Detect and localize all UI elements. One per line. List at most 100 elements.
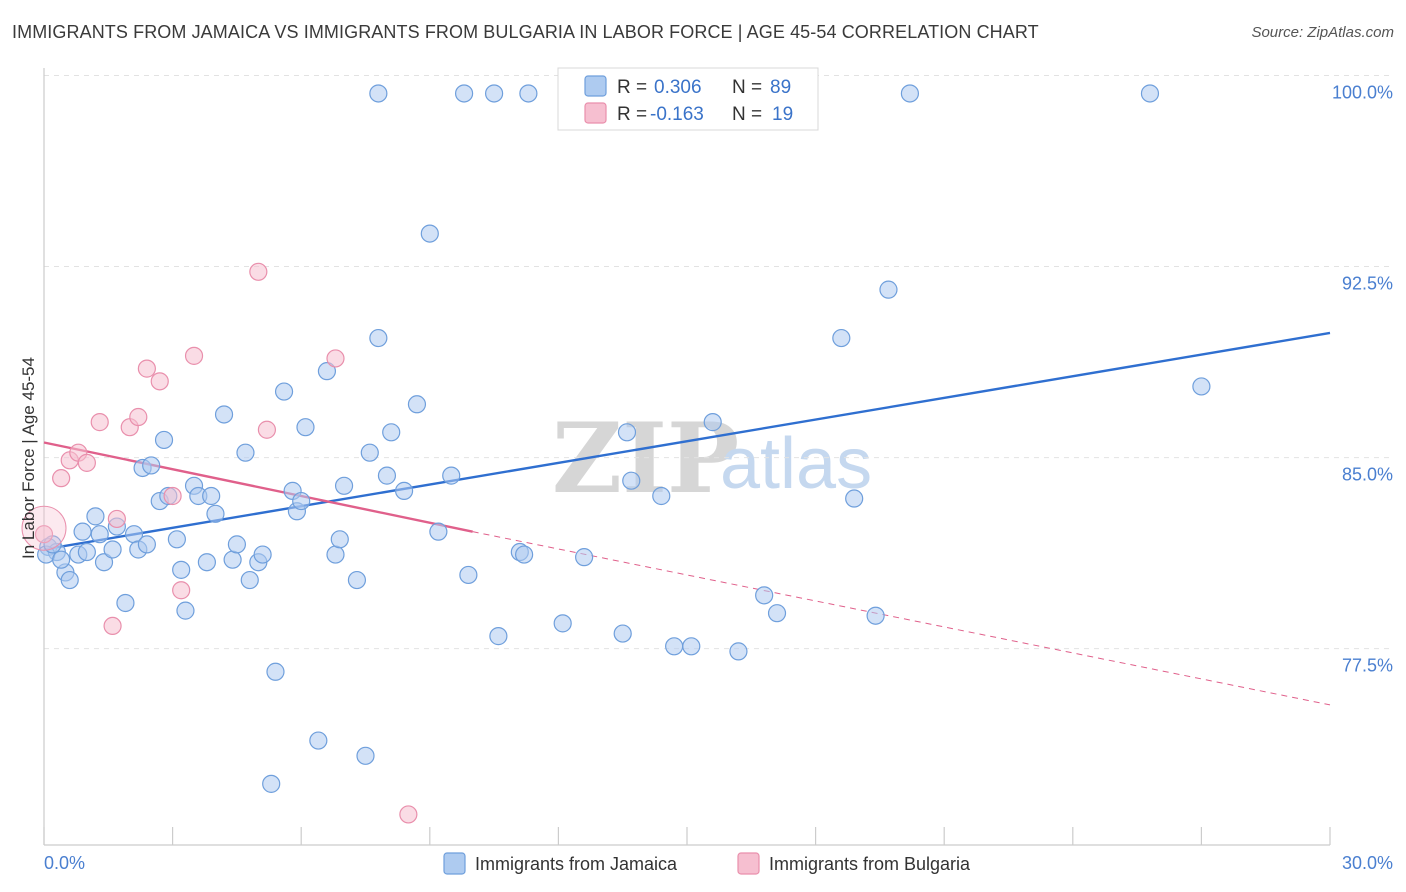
jamaica-point-38 <box>292 491 311 511</box>
jamaica-point-50 <box>382 423 401 442</box>
jamaica-point-30 <box>236 443 255 462</box>
jamaica-point-3 <box>60 570 79 590</box>
jamaica-point-56 <box>459 565 478 585</box>
bulgaria-point-12 <box>163 486 182 506</box>
gridlines <box>44 74 1393 650</box>
legend-r-label-jamaica: R = <box>617 77 647 98</box>
jamaica-point-68 <box>703 413 722 432</box>
jamaica-point-14 <box>137 535 156 554</box>
bulgaria-point-16 <box>257 420 277 439</box>
jamaica-point-6 <box>86 507 105 526</box>
stats-legend: R = 0.306 N = 89 R = -0.163 N = 19 <box>557 67 819 131</box>
y-tick-label-0: 100.0% <box>1332 82 1393 102</box>
jamaica-point-67 <box>682 637 701 656</box>
jamaica-point-53 <box>420 224 439 243</box>
y-tick-label-1: 92.5% <box>1342 274 1393 294</box>
jamaica-point-86 <box>52 550 71 569</box>
jamaica-point-78 <box>369 84 388 103</box>
bulgaria-point-18 <box>399 805 418 824</box>
jamaica-point-75 <box>879 280 898 299</box>
jamaica-point-66 <box>665 637 684 656</box>
jamaica-point-83 <box>1140 84 1160 103</box>
legend-swatch-bulgaria <box>584 102 607 124</box>
jamaica-point-52 <box>407 395 427 414</box>
jamaica-point-25 <box>202 486 221 506</box>
watermark-atlas: atlas <box>720 424 872 504</box>
jamaica-point-34 <box>266 662 285 681</box>
jamaica-point-19 <box>167 530 186 549</box>
y-tick-label-3: 77.5% <box>1342 656 1393 676</box>
bulgaria-point-11 <box>150 372 169 391</box>
jamaica-point-88 <box>90 525 109 544</box>
y-axis-title: In Labor Force | Age 45-54 <box>19 357 38 559</box>
legend-r-value-jamaica: 0.306 <box>654 77 702 98</box>
jamaica-point-45 <box>347 570 367 590</box>
jamaica-trend-line-0 <box>43 331 1331 551</box>
legend-n-label-jamaica: N = <box>732 77 762 98</box>
jamaica-point-44 <box>334 476 354 495</box>
bulgaria-point-9 <box>129 407 148 427</box>
jamaica-point-35 <box>274 382 294 401</box>
jamaica-point-46 <box>356 746 375 765</box>
jamaica-point-40 <box>309 731 328 750</box>
y-tick-labels: 100.0% 92.5% 85.0% 77.5% <box>1332 82 1393 675</box>
bottom-legend-label-bulgaria: Immigrants from Bulgaria <box>769 854 971 874</box>
jamaica-point-87 <box>77 542 96 562</box>
bottom-legend-swatch-jamaica <box>443 852 466 875</box>
jamaica-point-64 <box>622 471 641 490</box>
jamaica-point-8 <box>103 540 122 559</box>
jamaica-point-61 <box>575 548 594 567</box>
jamaica-point-31 <box>240 570 259 590</box>
jamaica-point-73 <box>845 489 864 508</box>
bulgaria-point-17 <box>326 349 345 368</box>
bottom-legend-label-jamaica: Immigrants from Jamaica <box>475 854 678 874</box>
data-points <box>21 84 1211 824</box>
jamaica-point-51 <box>394 481 414 500</box>
bulgaria-point-6 <box>103 616 122 636</box>
bottom-legend-swatch-bulgaria <box>737 852 760 875</box>
legend-r-value-bulgaria: -0.163 <box>650 104 704 125</box>
jamaica-point-74 <box>866 606 885 625</box>
bulgaria-point-14 <box>184 346 204 365</box>
bulgaria-trend-line-2 <box>472 531 1331 706</box>
jamaica-point-42 <box>326 545 345 564</box>
legend-swatch-jamaica <box>584 75 607 97</box>
source-label: Source: ZipAtlas.com <box>1251 24 1394 41</box>
jamaica-point-28 <box>223 550 242 569</box>
jamaica-point-82 <box>900 84 920 103</box>
jamaica-point-41 <box>317 362 337 381</box>
jamaica-point-65 <box>652 486 671 506</box>
bulgaria-point-1 <box>52 469 71 488</box>
jamaica-point-70 <box>755 586 774 605</box>
y-tick-label-2: 85.0% <box>1342 465 1393 485</box>
jamaica-point-48 <box>369 328 388 348</box>
jamaica-point-17 <box>154 430 174 450</box>
jamaica-point-57 <box>489 627 508 646</box>
jamaica-point-15 <box>142 456 161 475</box>
jamaica-point-80 <box>485 84 504 103</box>
jamaica-point-76 <box>1192 377 1211 396</box>
legend-n-label-bulgaria: N = <box>732 104 762 125</box>
jamaica-point-54 <box>429 522 448 541</box>
jamaica-point-5 <box>73 522 92 541</box>
jamaica-point-81 <box>519 84 538 103</box>
jamaica-point-20 <box>172 560 191 579</box>
jamaica-point-39 <box>296 418 315 437</box>
jamaica-point-29 <box>227 535 246 554</box>
jamaica-point-71 <box>767 604 787 623</box>
bulgaria-point-10 <box>137 359 156 378</box>
bulgaria-point-5 <box>90 413 109 432</box>
jamaica-point-69 <box>729 642 748 661</box>
jamaica-point-55 <box>442 466 461 485</box>
bulgaria-point-15 <box>249 262 268 281</box>
bulgaria-trend-line-1 <box>43 441 473 533</box>
jamaica-point-79 <box>454 84 474 103</box>
jamaica-point-59 <box>515 545 534 564</box>
jamaica-point-77 <box>262 774 281 793</box>
bulgaria-large-point <box>21 505 67 551</box>
jamaica-point-24 <box>197 553 216 572</box>
jamaica-point-21 <box>176 601 195 620</box>
jamaica-point-43 <box>330 530 349 549</box>
jamaica-point-62 <box>613 624 632 643</box>
